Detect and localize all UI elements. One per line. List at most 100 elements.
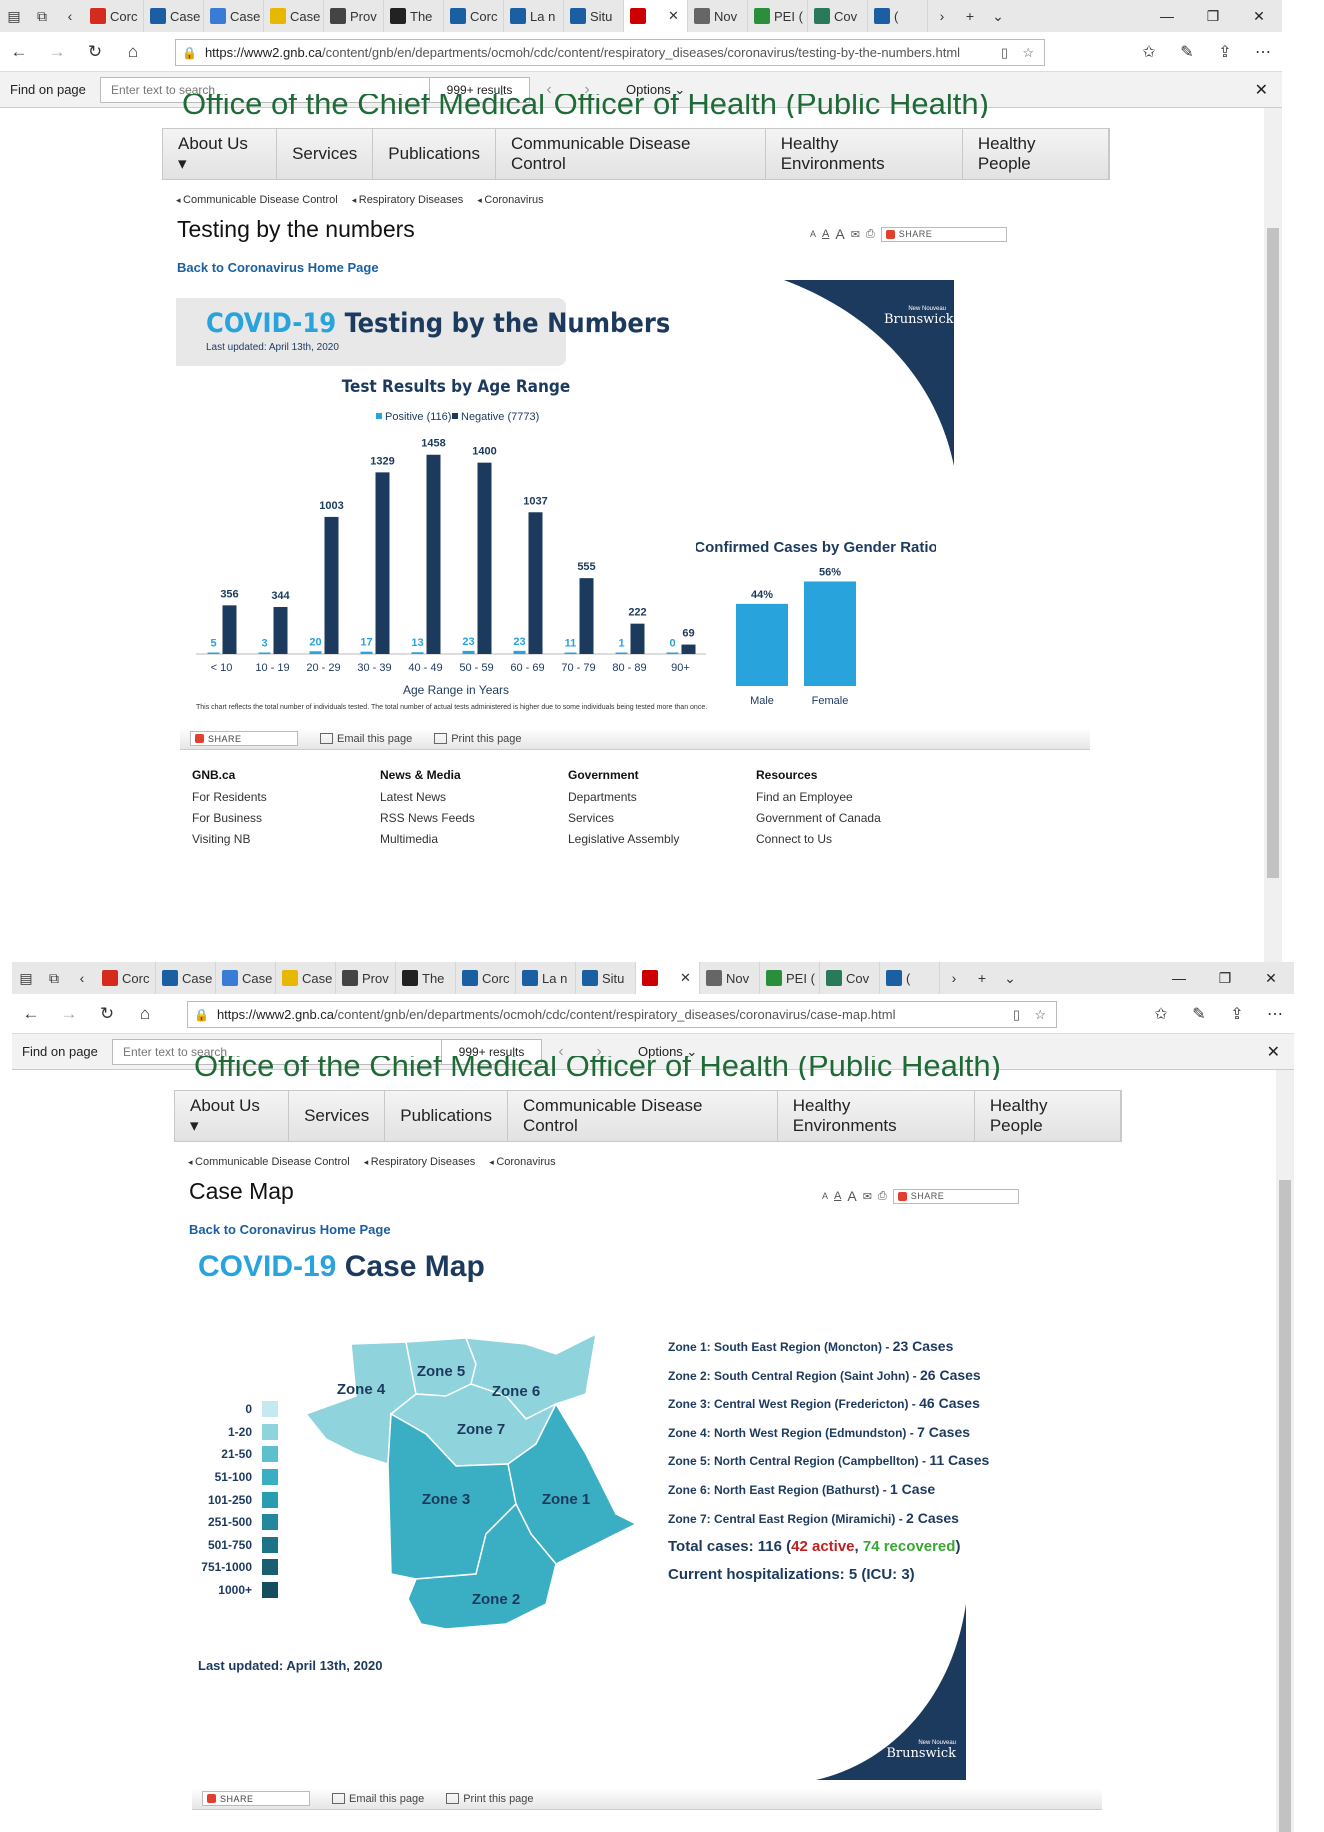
footer-link[interactable]: Connect to Us <box>756 832 833 846</box>
tab[interactable]: ( <box>868 0 928 32</box>
email-icon[interactable]: ✉ <box>850 228 860 241</box>
home-icon[interactable]: ⌂ <box>139 1003 151 1023</box>
footer-link[interactable]: For Business <box>192 811 263 825</box>
set-aside-tabs-icon[interactable]: ⧉ <box>37 7 47 24</box>
tab[interactable]: La n <box>516 962 576 994</box>
scroll-left-icon[interactable]: ‹ <box>79 970 85 986</box>
tab[interactable]: Case <box>204 0 264 32</box>
reading-view-icon[interactable]: ▯ <box>1000 44 1008 60</box>
breadcrumb-link[interactable]: Coronavirus <box>489 1156 555 1168</box>
tab[interactable]: ✕ <box>636 962 700 994</box>
menu-item[interactable]: Publications <box>373 129 496 179</box>
close-tab-icon[interactable]: ✕ <box>668 8 679 23</box>
menu-item[interactable]: Healthy People <box>963 129 1109 179</box>
find-next-icon[interactable]: › <box>596 1042 602 1060</box>
close-window-icon[interactable]: ✕ <box>1265 969 1277 986</box>
tab[interactable]: Case <box>156 962 216 994</box>
tab[interactable]: Situ <box>564 0 624 32</box>
tab[interactable]: Nov <box>700 962 760 994</box>
find-input[interactable]: Enter text to search <box>100 76 430 103</box>
text-medium-icon[interactable]: A <box>822 228 830 240</box>
tab[interactable]: Prov <box>336 962 396 994</box>
back-home-link[interactable]: Back to Coronavirus Home Page <box>189 1222 391 1237</box>
menu-item[interactable]: Healthy People <box>975 1091 1121 1141</box>
tab[interactable]: ( <box>880 962 940 994</box>
text-small-icon[interactable]: A <box>810 229 817 239</box>
print-page-link[interactable]: Print this page <box>434 733 522 745</box>
scrollbar[interactable] <box>1264 108 1282 962</box>
refresh-icon[interactable]: ↻ <box>87 41 103 61</box>
scroll-left-icon[interactable]: ‹ <box>67 8 73 24</box>
tab[interactable]: PEI ( <box>748 0 808 32</box>
new-tab-button[interactable]: + <box>965 8 975 24</box>
minimize-icon[interactable]: — <box>1160 8 1174 24</box>
breadcrumb-link[interactable]: Coronavirus <box>477 194 543 206</box>
text-large-icon[interactable]: A <box>847 1188 857 1204</box>
favorites-icon[interactable]: ✩ <box>1154 1006 1168 1023</box>
text-small-icon[interactable]: A <box>822 1191 829 1201</box>
more-icon[interactable]: ⋯ <box>1267 1006 1283 1023</box>
breadcrumb-link[interactable]: Respiratory Diseases <box>364 1156 476 1168</box>
text-medium-icon[interactable]: A <box>834 1190 842 1202</box>
reading-view-icon[interactable]: ▯ <box>1012 1006 1020 1022</box>
tab[interactable]: Cov <box>820 962 880 994</box>
tab[interactable]: Case <box>276 962 336 994</box>
home-icon[interactable]: ⌂ <box>127 41 139 61</box>
share-icon[interactable]: ⇪ <box>1230 1006 1244 1023</box>
menu-item[interactable]: Healthy Environments <box>778 1091 975 1141</box>
footer-link[interactable]: Visiting NB <box>192 832 251 846</box>
breadcrumb-link[interactable]: Respiratory Diseases <box>352 194 464 206</box>
minimize-icon[interactable]: — <box>1172 970 1186 986</box>
email-page-link[interactable]: Email this page <box>320 733 412 745</box>
favorite-star-icon[interactable]: ☆ <box>1022 44 1034 60</box>
tab[interactable]: Corc <box>444 0 504 32</box>
address-bar[interactable]: 🔒 https://www2.gnb.ca/content/gnb/en/dep… <box>187 1001 1057 1028</box>
footer-link[interactable]: For Residents <box>192 790 267 804</box>
close-tab-icon[interactable]: ✕ <box>680 970 691 985</box>
find-prev-icon[interactable]: ‹ <box>546 80 552 98</box>
tab[interactable]: Prov <box>324 0 384 32</box>
footer-link[interactable]: RSS News Feeds <box>380 811 475 825</box>
tab[interactable]: La n <box>504 0 564 32</box>
new-tab-button[interactable]: + <box>977 970 987 986</box>
tab-actions-icon[interactable]: ▤ <box>19 969 33 986</box>
menu-item[interactable]: About Us ▾ <box>175 1091 290 1141</box>
footer-link[interactable]: Multimedia <box>380 832 439 846</box>
footer-link[interactable]: Departments <box>568 790 637 804</box>
find-close-icon[interactable]: ✕ <box>1266 1043 1280 1061</box>
menu-item[interactable]: Services <box>277 129 374 179</box>
tab[interactable]: Nov <box>688 0 748 32</box>
restore-icon[interactable]: ❐ <box>1206 7 1220 24</box>
tab[interactable]: Situ <box>576 962 636 994</box>
tab[interactable]: The <box>396 962 456 994</box>
find-input[interactable]: Enter text to search <box>112 1038 442 1065</box>
tab[interactable]: PEI ( <box>760 962 820 994</box>
tab[interactable]: Cov <box>808 0 868 32</box>
menu-item[interactable]: Healthy Environments <box>766 129 963 179</box>
back-home-link[interactable]: Back to Coronavirus Home Page <box>177 260 379 275</box>
address-bar[interactable]: 🔒 https://www2.gnb.ca/content/gnb/en/dep… <box>175 39 1045 66</box>
forward-icon[interactable]: → <box>48 41 66 61</box>
scroll-right-icon[interactable]: › <box>939 8 945 24</box>
share-button[interactable]: SHARE <box>880 226 1007 242</box>
forward-icon[interactable]: → <box>60 1003 78 1023</box>
back-icon[interactable]: ← <box>22 1003 40 1023</box>
find-next-icon[interactable]: › <box>584 80 590 98</box>
tab-actions-icon[interactable]: ▤ <box>7 7 21 24</box>
close-window-icon[interactable]: ✕ <box>1253 7 1265 24</box>
tab[interactable]: ✕ <box>624 0 688 32</box>
more-icon[interactable]: ⋯ <box>1255 44 1271 61</box>
favorites-icon[interactable]: ✩ <box>1142 44 1156 61</box>
tab-list-icon[interactable]: ⌄ <box>1004 969 1016 986</box>
share-icon[interactable]: ⇪ <box>1218 44 1232 61</box>
footer-link[interactable]: Services <box>568 811 615 825</box>
pen-icon[interactable]: ✎ <box>1192 1006 1206 1023</box>
tab[interactable]: The <box>384 0 444 32</box>
find-options-button[interactable]: Options ⌄ <box>638 1043 698 1059</box>
pen-icon[interactable]: ✎ <box>1180 44 1194 61</box>
tab[interactable]: Case <box>216 962 276 994</box>
share-button-footer[interactable]: SHARE <box>190 731 298 746</box>
footer-link[interactable]: Government of Canada <box>756 811 881 825</box>
text-large-icon[interactable]: A <box>835 226 845 242</box>
scroll-right-icon[interactable]: › <box>951 970 957 986</box>
